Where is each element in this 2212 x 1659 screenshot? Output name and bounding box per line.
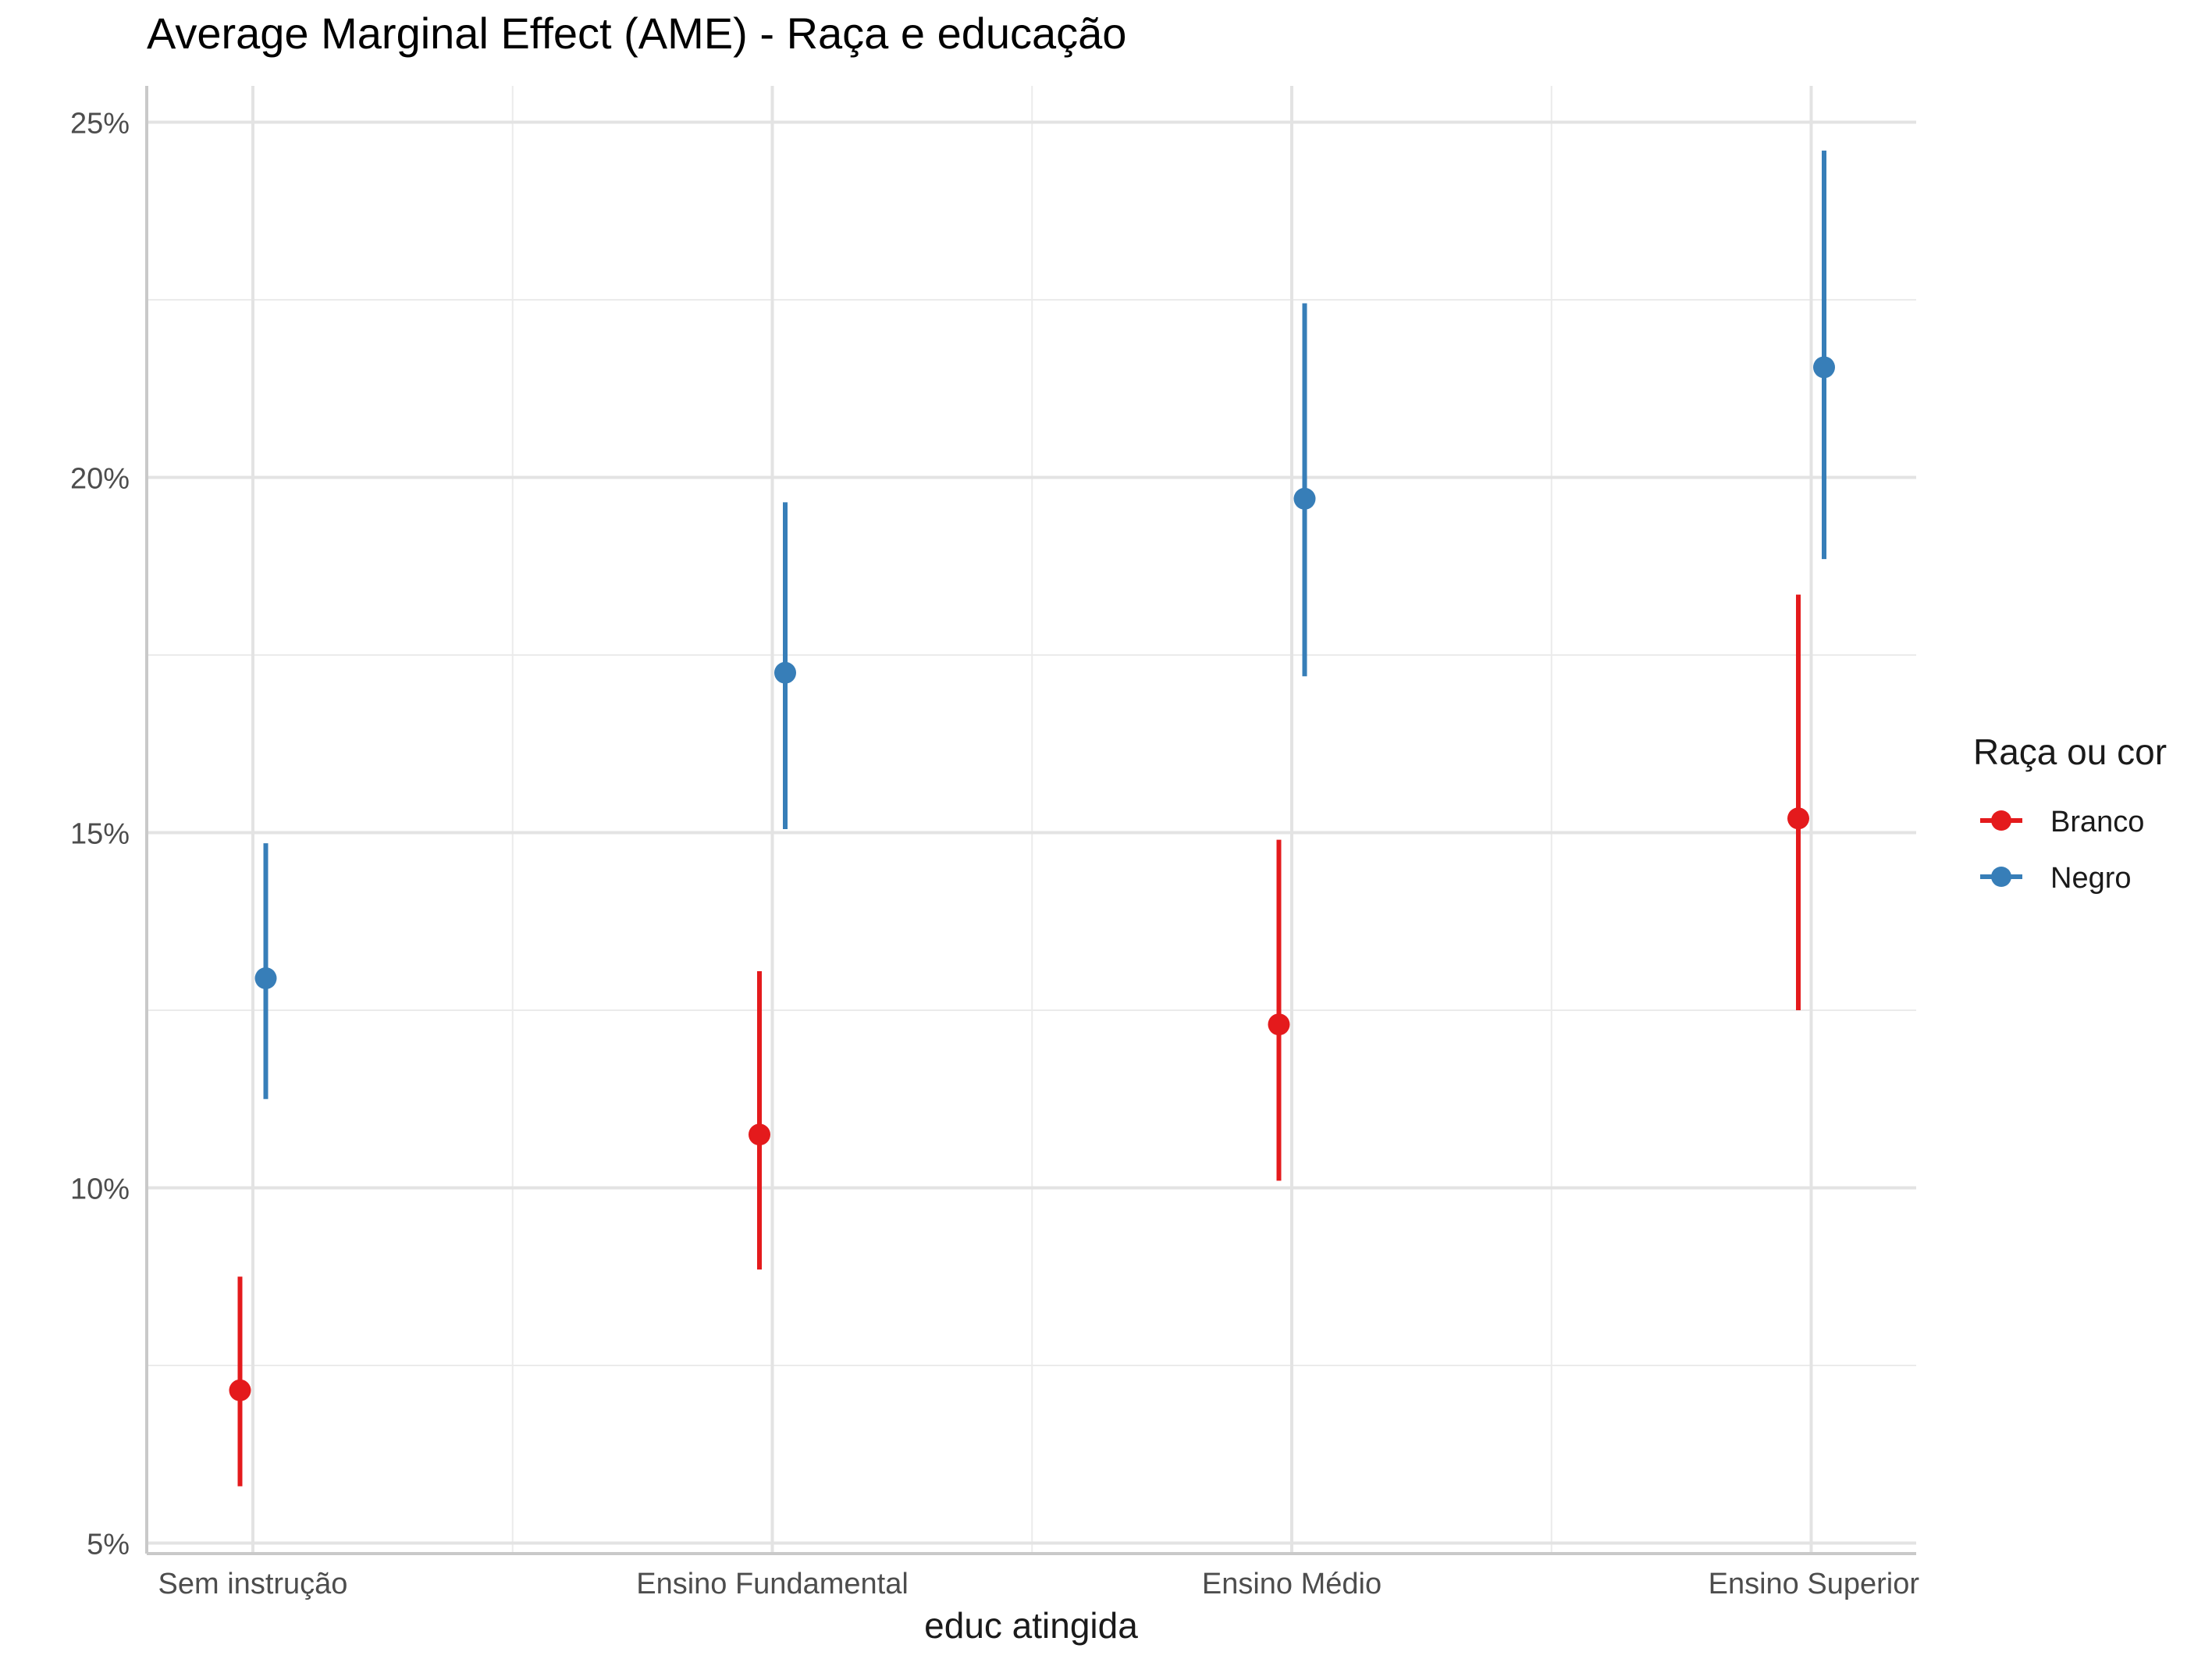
- legend-label: Branco: [2050, 806, 2144, 838]
- y-tick-label: 20%: [70, 463, 130, 496]
- major-grid: [147, 86, 1916, 1554]
- x-axis-title: educ atingida: [924, 1605, 1138, 1646]
- legend-item: Negro: [1980, 862, 2132, 895]
- y-tick-label: 10%: [70, 1173, 130, 1206]
- legend-item: Branco: [1980, 806, 2144, 838]
- x-tick-label: Ensino Fundamental: [636, 1568, 909, 1600]
- data-point: [1787, 807, 1809, 830]
- data-point: [1813, 356, 1835, 379]
- minor-grid: [147, 86, 1916, 1554]
- x-tick-label: Ensino Médio: [1202, 1568, 1382, 1600]
- series-negro: [254, 150, 1835, 1099]
- y-tick-label: 15%: [70, 818, 130, 851]
- legend: Raça ou cor Branco Negro: [1973, 732, 2167, 895]
- axes: [145, 86, 1916, 1555]
- data-point: [1268, 1013, 1290, 1036]
- y-tick-label: 25%: [70, 108, 130, 141]
- legend-key-point: [1991, 867, 2011, 887]
- legend-key-point: [1991, 810, 2011, 831]
- y-tick-label: 5%: [87, 1529, 130, 1561]
- x-tick-label: Sem instrução: [158, 1568, 348, 1600]
- series-layer: [229, 150, 1835, 1486]
- x-axis-tick-labels: Sem instrução Ensino Fundamental Ensino Mé…: [158, 1568, 1920, 1600]
- chart-title: Average Marginal Effect (AME) - Raça e e…: [147, 9, 1126, 58]
- data-point: [749, 1123, 770, 1146]
- legend-items: Branco Negro: [1980, 806, 2144, 895]
- legend-title: Raça ou cor: [1973, 732, 2167, 772]
- data-point: [254, 967, 277, 990]
- data-point: [774, 661, 796, 684]
- legend-label: Negro: [2050, 862, 2132, 895]
- data-point: [229, 1379, 251, 1401]
- data-point: [1293, 487, 1316, 510]
- x-tick-label: Ensino Superior: [1709, 1568, 1920, 1600]
- y-axis-tick-labels: 5% 10% 15% 20% 25%: [70, 108, 130, 1561]
- series-branco: [229, 594, 1809, 1486]
